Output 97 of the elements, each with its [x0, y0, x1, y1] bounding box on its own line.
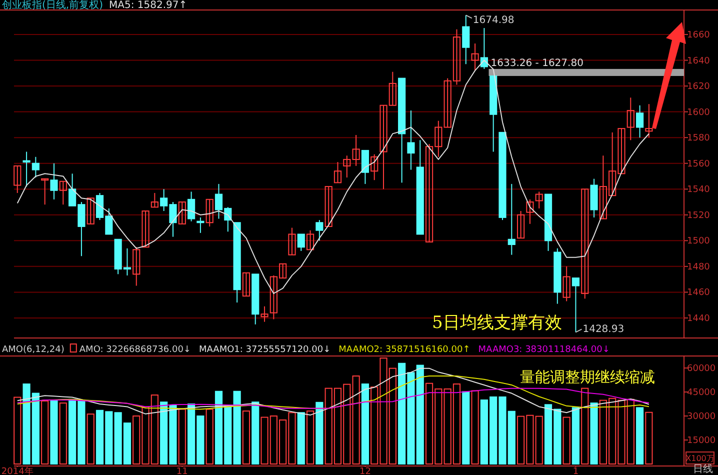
bar: [352, 376, 360, 464]
bar: [645, 412, 653, 464]
candlestick: [572, 278, 580, 333]
candlestick: [343, 155, 351, 178]
candlestick: [22, 151, 30, 188]
bar: [50, 400, 58, 464]
candlestick: [526, 198, 534, 224]
candlestick: [297, 234, 305, 252]
candlestick: [517, 210, 525, 239]
candlestick: [242, 272, 250, 297]
legend-label: AMO: 32266868736.00↓: [79, 345, 191, 355]
candlestick: [50, 162, 58, 200]
bar: [590, 402, 598, 464]
bar: [462, 391, 470, 464]
candlestick: [306, 230, 314, 250]
bar: [562, 416, 570, 464]
candlestick: [196, 216, 204, 234]
y-tick-label: 1620: [687, 82, 710, 92]
candlestick: [581, 188, 589, 300]
text: MAAMO1: 37255557120.00↓: [198, 345, 331, 355]
y-tick-label: 1660: [687, 30, 710, 40]
y-tick-label: 1540: [687, 185, 710, 196]
candlestick: [14, 165, 22, 194]
bar: [14, 396, 22, 464]
y-tick-label: 1560: [687, 159, 710, 170]
candlestick: [132, 246, 140, 286]
bar: [252, 402, 260, 464]
bar: [59, 402, 67, 464]
candlestick: [535, 191, 543, 209]
candlestick: [142, 210, 150, 248]
annotation: 1428.93: [582, 324, 624, 336]
candlestick: [407, 110, 415, 170]
candlestick: [462, 14, 470, 65]
candlestick: [86, 198, 94, 224]
candlestick: [150, 192, 158, 208]
bar: [233, 390, 241, 464]
candlestick: [636, 104, 644, 138]
bar: [242, 410, 250, 464]
chart-title: AMO(6,12,24): [2, 345, 64, 355]
bar: [361, 384, 369, 464]
candlestick: [352, 134, 360, 166]
candlestick: [645, 104, 653, 138]
y-tick-label: 60000: [687, 364, 716, 374]
bar: [178, 408, 186, 464]
candlestick: [288, 227, 296, 256]
candlestick: [59, 180, 67, 206]
x-tick-label: 12: [359, 467, 371, 475]
y-tick-label: 1440: [687, 314, 710, 324]
candlestick: [562, 266, 570, 302]
candlestick: [471, 43, 479, 72]
y-axis-title: X100万: [686, 454, 714, 463]
y-tick-label: 1460: [687, 288, 710, 298]
text: MAAMO3: 38301118464.00↓: [478, 345, 610, 355]
x-tick-label: 11: [176, 467, 188, 475]
bar: [41, 400, 49, 464]
candlestick: [334, 162, 342, 184]
candlestick: [508, 183, 516, 256]
y-tick-label: 1480: [687, 262, 710, 272]
candlestick: [370, 154, 378, 181]
y-tick-label: 15000: [687, 436, 716, 446]
x-axis-title: 日线: [693, 463, 713, 475]
x-tick-label: 1: [572, 467, 579, 475]
bar: [471, 390, 479, 464]
y-tick-label: 1500: [687, 236, 710, 247]
candlestick: [178, 201, 186, 224]
bar: [86, 414, 94, 464]
y-tick-label: 45000: [687, 388, 716, 398]
bar: [581, 388, 589, 464]
bar: [306, 410, 314, 464]
candlestick: [188, 191, 196, 222]
candlestick: [41, 178, 49, 206]
band-label: 1633.26 - 1627.80: [490, 58, 584, 69]
candlestick: [324, 186, 332, 227]
line-series: [16, 388, 650, 409]
text: MA5: 1582.97↑: [108, 0, 188, 11]
bar: [206, 408, 214, 464]
candlestick: [626, 97, 634, 141]
candlestick: [206, 198, 214, 227]
bar: [297, 412, 305, 464]
bar: [316, 402, 324, 464]
y-tick-label: 1640: [687, 56, 710, 66]
candlestick: [32, 156, 40, 178]
y-tick-label: 1520: [687, 210, 710, 221]
y-tick-label: 30000: [687, 412, 716, 422]
candlestick: [361, 150, 369, 184]
bar: [572, 407, 580, 464]
bar: [636, 407, 644, 464]
annotation: 量能调整期继续缩减: [520, 368, 655, 386]
candlestick: [316, 220, 324, 242]
annotation: 1674.98: [472, 15, 514, 26]
chart-title: 创业板指(日线,前复权): [2, 0, 104, 11]
x-tick-label: 2014年: [1, 466, 34, 475]
y-tick-label: 1600: [687, 108, 710, 118]
text: MAAMO2: 35871516160.00↑: [338, 345, 470, 355]
candlestick: [260, 306, 268, 322]
annotation: 5日均线支撑有效: [432, 313, 562, 333]
y-tick-label: 1580: [687, 134, 710, 144]
